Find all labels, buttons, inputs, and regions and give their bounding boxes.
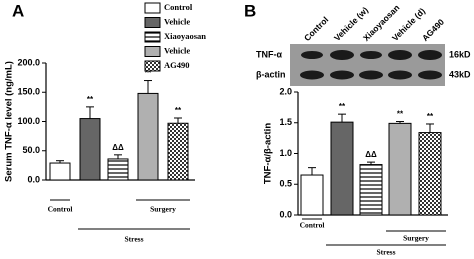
significance-label: ** <box>427 112 434 121</box>
y-tick-label: 0.0 <box>27 174 40 184</box>
bar <box>418 132 442 216</box>
y-tick-label: 0.0 <box>279 209 292 219</box>
blot-row-label: β-actin <box>256 69 286 79</box>
y-tick-label: 150.0 <box>17 87 40 97</box>
column-label: AG490 <box>420 17 446 43</box>
y-tick-label: 2.0 <box>279 86 292 96</box>
bar <box>359 164 383 216</box>
blot-row-label: TNF-α <box>256 49 282 59</box>
legend-label: Vehicle <box>164 16 190 26</box>
panel-label: A <box>12 1 24 20</box>
bar <box>300 174 324 216</box>
legend-label: Vehicle <box>164 45 190 55</box>
bar <box>388 122 412 216</box>
legend-swatch <box>144 17 161 28</box>
legend-swatch <box>144 2 161 14</box>
blot-image <box>290 44 445 86</box>
group-label: Surgery <box>403 234 429 243</box>
significance-label: ** <box>87 95 94 104</box>
column-label: Control <box>302 15 330 43</box>
significance-label: ** <box>175 106 182 115</box>
y-axis-label: TNF-α/β-actin <box>263 123 274 184</box>
blot-size-label: 43kD <box>449 69 471 79</box>
group-label: Stress <box>376 248 395 257</box>
y-tick-label: 200.0 <box>17 57 40 67</box>
bar <box>49 162 71 181</box>
legend-label: Xiaoyaosan <box>164 31 206 41</box>
significance-label: ** <box>397 110 404 119</box>
legend-label: AG490 <box>164 60 190 70</box>
y-tick-label: 50.0 <box>22 145 40 155</box>
bar <box>107 158 129 181</box>
legend-swatch <box>144 60 161 72</box>
y-axis-label: Serum TNF-α level (ng/mL) <box>4 61 15 182</box>
group-label: Control <box>300 221 325 230</box>
bar <box>79 118 101 181</box>
bar <box>167 122 189 181</box>
significance-label: ΔΔ <box>112 143 124 152</box>
significance-label: ** <box>145 69 152 78</box>
legend-swatch <box>144 31 161 43</box>
y-tick-label: 100.0 <box>17 116 40 126</box>
significance-label: ΔΔ <box>365 150 377 159</box>
y-tick-label: 1.5 <box>279 117 292 127</box>
panel-label: B <box>244 1 256 20</box>
bar <box>330 121 354 216</box>
group-label: Surgery <box>150 205 176 214</box>
significance-label: ** <box>339 102 346 111</box>
group-label: Stress <box>124 235 143 244</box>
blot-size-label: 16kD <box>449 49 471 59</box>
legend-swatch <box>144 46 161 57</box>
y-tick-label: 0.5 <box>279 179 292 189</box>
y-tick-label: 1.0 <box>279 148 292 158</box>
group-label: Control <box>48 205 73 214</box>
legend-label: Control <box>164 2 193 12</box>
bar <box>137 92 159 181</box>
